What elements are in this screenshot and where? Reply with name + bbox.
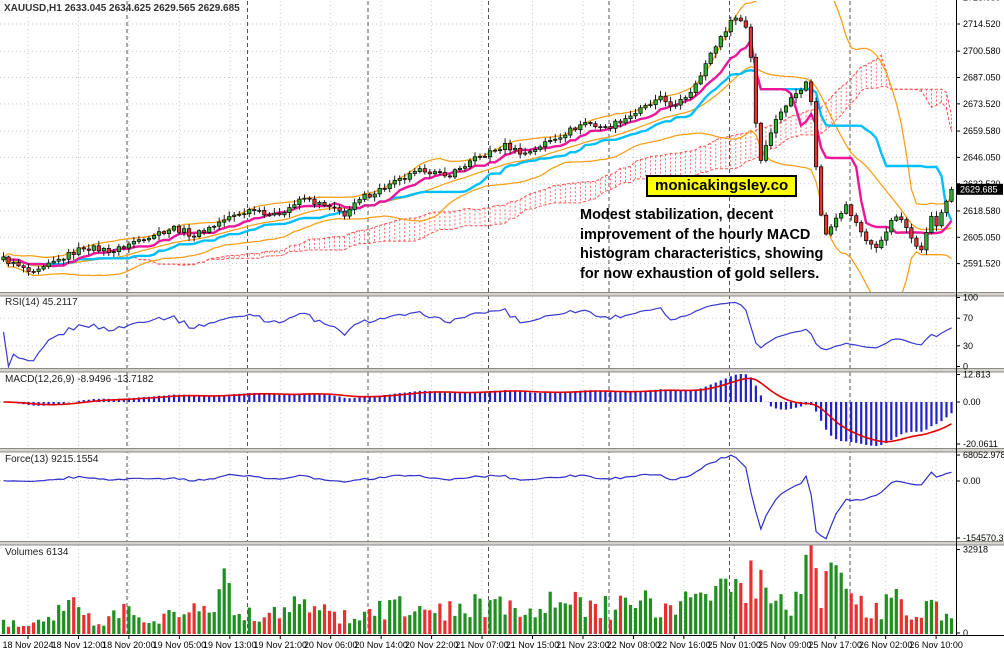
pane-separator [0, 541, 1004, 545]
time-label: 21 Nov 23:00 [556, 640, 610, 650]
axis-label: 70 [963, 313, 973, 323]
time-label: 25 Nov 17:00 [808, 640, 862, 650]
axis-label: 0.00 [963, 397, 981, 407]
axis-label: 30 [963, 341, 973, 351]
time-label: 18 Nov 2024 [2, 640, 53, 650]
time-label: 26 Nov 02:00 [859, 640, 913, 650]
time-label: 20 Nov 06:00 [304, 640, 358, 650]
rsi-line [2, 301, 952, 368]
time-label: 25 Nov 01:00 [708, 640, 762, 650]
time-label: 19 Nov 13:00 [203, 640, 257, 650]
axis-label: 2673.520 [963, 99, 1001, 109]
time-label: 18 Nov 12:00 [52, 640, 106, 650]
time-label: 21 Nov 15:00 [506, 640, 560, 650]
time-label: 22 Nov 08:00 [607, 640, 661, 650]
axis-label: 2728.050 [963, 0, 1001, 3]
axis-label: 32918 [963, 545, 988, 555]
axis-label: 2618.580 [963, 206, 1001, 216]
analyst-annotation: Modest stabilization, decent improvement… [580, 206, 900, 284]
time-label: 18 Nov 20:00 [102, 640, 156, 650]
bollinger-bands [2, 1, 953, 292]
time-label: 20 Nov 14:00 [354, 640, 408, 650]
day-separators [126, 1, 851, 634]
time-label: 21 Nov 07:00 [455, 640, 509, 650]
kijun-sen-line [2, 68, 953, 266]
axis-label: 2659.580 [963, 126, 1001, 136]
candles [1, 14, 954, 276]
annotation-line: improvement of the hourly MACD [580, 226, 811, 243]
chart-title-ohlc: XAUUSD,H1 2633.045 2634.625 2629.565 262… [4, 3, 240, 14]
time-label: 19 Nov 05:00 [153, 640, 207, 650]
senkou-span-a [133, 54, 952, 266]
axis-label: 2605.050 [963, 232, 1001, 242]
force-indicator-label: Force(13) 9215.1554 [5, 454, 99, 465]
time-label: 26 Nov 10:00 [909, 640, 963, 650]
pane-separator [0, 292, 1004, 296]
time-label: 19 Nov 21:00 [253, 640, 307, 650]
axis-label: 100 [963, 293, 978, 303]
bb-middle [3, 66, 952, 267]
time-label: 25 Nov 09:00 [758, 640, 812, 650]
annotation-line: histogram characteristics, showing [580, 246, 824, 262]
axis-label: -20.0611 [963, 439, 998, 449]
axis-label: 0.00 [963, 476, 981, 486]
axis-label: 2714.520 [963, 19, 1001, 29]
axis-label: 0 [963, 362, 968, 372]
axis-label: 2687.050 [963, 73, 1001, 83]
time-label: 22 Nov 16:00 [657, 640, 711, 650]
time-label: 20 Nov 22:00 [405, 640, 459, 650]
axis-label: 2591.520 [963, 259, 1001, 269]
bb-upper [3, 1, 953, 258]
pane-separator [0, 368, 1004, 372]
rsi-indicator-label: RSI(14) 45.2117 [5, 297, 78, 308]
bb-lower [2, 129, 952, 292]
annotation-line: for now exhaustion of gold sellers. [580, 265, 820, 282]
pane-separator [0, 448, 1004, 452]
axis-label: 0 [963, 628, 968, 638]
tenkan-sen-line [2, 37, 953, 268]
axis-label: 68052.9782 [963, 450, 1004, 460]
volume-bars [1, 545, 954, 634]
axis-label: 2700.580 [963, 46, 1001, 56]
volumes-indicator-label: Volumes 6134 [5, 547, 69, 558]
axis-label: 12.813 [963, 370, 991, 380]
macd-signal-line [3, 377, 952, 443]
macd-indicator-label: MACD(12,26,9) -8.9496 -13.7182 [5, 374, 154, 385]
force-index-line [3, 454, 952, 540]
axis-label: -154570.39 [963, 533, 1004, 543]
axis-label: 2646.050 [963, 152, 1001, 162]
current-price-tag [957, 183, 1003, 195]
watermark-badge: monicakingsley.co [646, 175, 798, 197]
annotation-line: Modest stabilization, decent [580, 207, 774, 223]
current-price-tag-label: 2629.685 [960, 185, 998, 195]
